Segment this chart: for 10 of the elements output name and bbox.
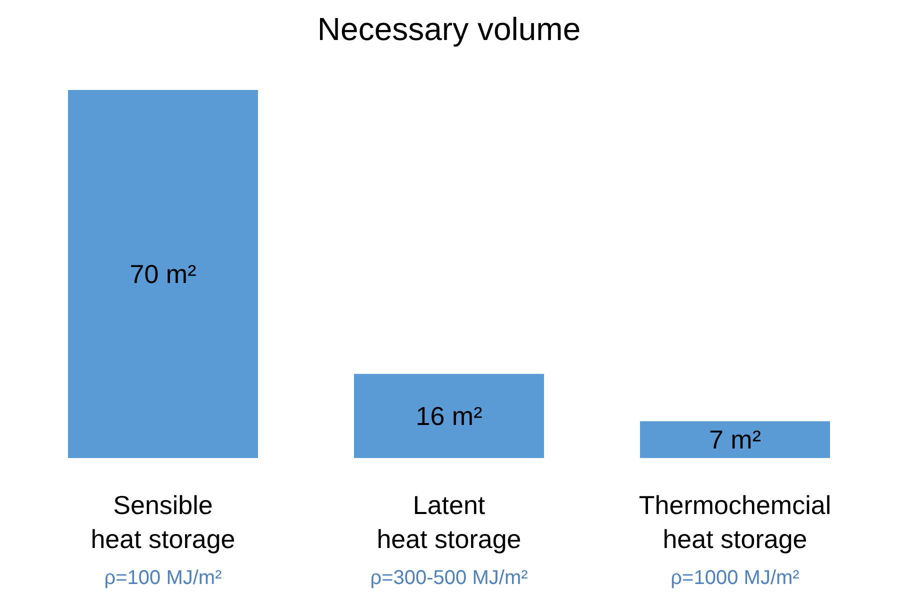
x-tick-label: Thermochemcial heat storage [638,490,832,554]
x-tick-label: Sensible heat storage [90,490,236,554]
data-label: 16 m² [416,400,483,431]
text: ρ=100 MJ/m² [104,567,222,589]
chart-title: Necessary volume [317,11,581,47]
data-label: 70 m² [130,259,197,289]
text: ρ=300-500 MJ/m² [370,567,528,589]
data-label: 7 m² [709,424,762,455]
x-tick-label: Latent heat storage [376,490,522,554]
text: ρ=1000 MJ/m² [670,567,800,589]
